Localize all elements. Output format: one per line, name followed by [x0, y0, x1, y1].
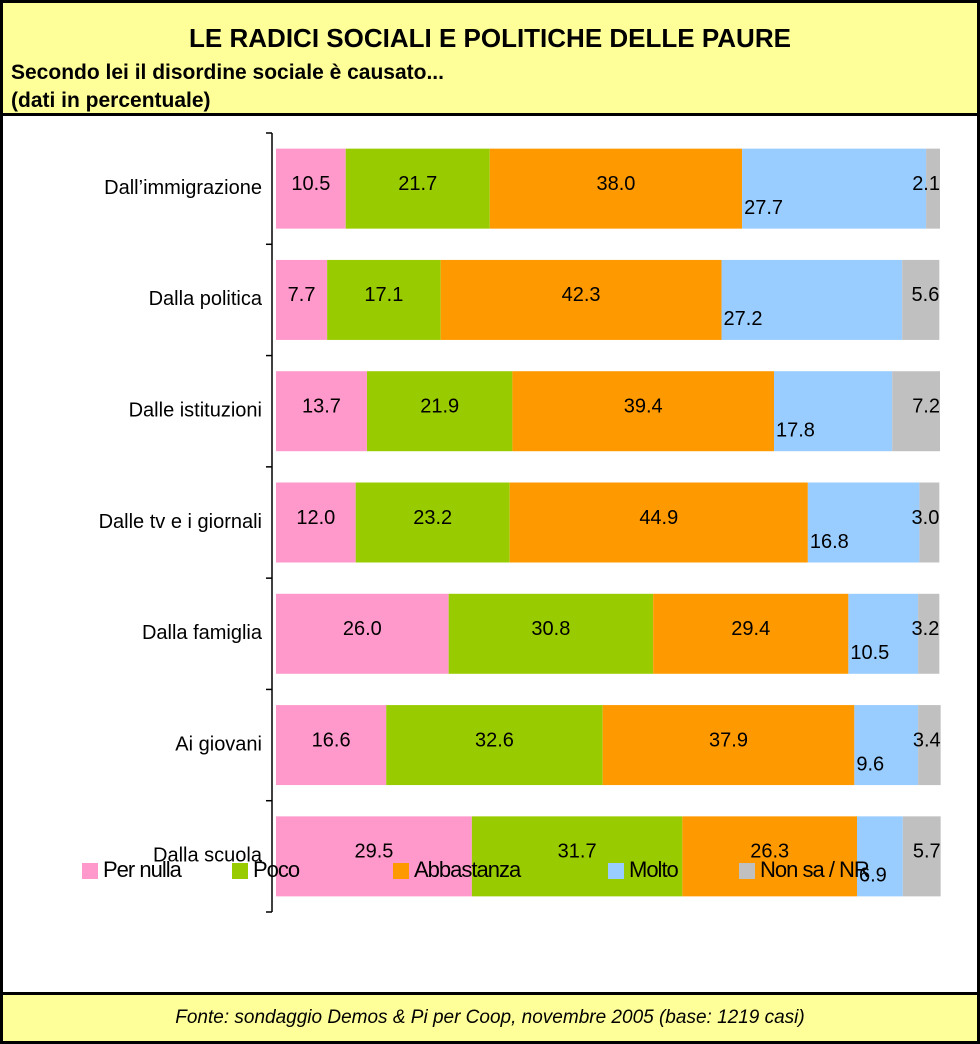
- chart: Dall’immigrazione 10.5 21.7 38.0 27.7 2.1 Dall…: [82, 132, 941, 913]
- bar-segment: [892, 371, 940, 452]
- legend-swatch: [608, 863, 624, 879]
- value-label: 31.7: [558, 841, 597, 863]
- value-label: 16.8: [810, 531, 849, 553]
- bar-segment: [509, 482, 808, 563]
- value-label: 6.9: [859, 865, 887, 887]
- bar-segment: [327, 259, 441, 340]
- value-label: 21.9: [420, 395, 459, 417]
- bar-segment: [918, 593, 940, 674]
- bar-segment: [276, 371, 367, 452]
- bar-segment: [512, 371, 774, 452]
- value-label: 10.5: [850, 642, 889, 664]
- bar-segment: [682, 816, 857, 897]
- bar-segment: [386, 705, 603, 786]
- legend-swatch: [393, 863, 409, 879]
- value-label: 42.3: [562, 284, 601, 306]
- bar-segment: [276, 816, 472, 897]
- subtitle: (dati in percentuale): [11, 89, 211, 112]
- category-label: Dall’immigrazione: [104, 177, 262, 199]
- header: LE RADICI SOCIALI E POLITICHE DELLE PAUR…: [3, 3, 977, 116]
- value-label: 32.6: [475, 729, 514, 751]
- value-label: 17.1: [364, 284, 403, 306]
- value-label: 30.8: [531, 618, 570, 640]
- bar-segment: [276, 482, 356, 563]
- value-label: 16.6: [312, 729, 351, 751]
- value-label: 10.5: [291, 173, 330, 195]
- value-label: 26.0: [343, 618, 382, 640]
- bar-segment: [721, 259, 903, 340]
- value-label: 37.9: [709, 729, 748, 751]
- value-label: 5.7: [913, 841, 941, 863]
- bar-segment: [926, 148, 940, 229]
- bar-segment: [807, 482, 920, 563]
- legend-label: Poco: [253, 857, 300, 882]
- value-label: 3.0: [912, 507, 940, 529]
- value-label: 13.7: [302, 395, 341, 417]
- value-label: 17.8: [776, 419, 815, 441]
- legend-swatch: [739, 863, 755, 879]
- value-label: 3.4: [913, 729, 941, 751]
- bar-segment: [774, 371, 893, 452]
- value-label: 3.2: [912, 618, 940, 640]
- bar-segment: [902, 259, 940, 340]
- value-label: 29.4: [731, 618, 770, 640]
- bar-segment: [440, 259, 722, 340]
- value-label: 26.3: [750, 841, 789, 863]
- value-label: 29.5: [354, 841, 393, 863]
- legend-label: Per nulla: [103, 857, 183, 882]
- value-label: 2.1: [912, 173, 940, 195]
- value-label: 27.7: [744, 197, 783, 219]
- value-label: 23.2: [413, 507, 452, 529]
- bar-segment: [366, 371, 513, 452]
- value-label: 44.9: [639, 507, 678, 529]
- category-label: Dalla politica: [149, 288, 263, 310]
- value-label: 21.7: [398, 173, 437, 195]
- value-label: 38.0: [596, 173, 635, 195]
- bar-segment: [902, 816, 941, 897]
- value-label: 12.0: [296, 507, 335, 529]
- legend-swatch: [82, 863, 98, 879]
- category-label: Dalla scuola: [153, 845, 263, 867]
- bar-segment: [345, 148, 490, 229]
- source: Fonte: sondaggio Demos & Pi per Coop, no…: [3, 992, 977, 1041]
- bar-segment: [489, 148, 743, 229]
- legend-label: Abbastanza: [414, 857, 522, 882]
- category-label: Dalle tv e i giornali: [99, 511, 262, 533]
- bar-segment: [919, 482, 940, 563]
- bar-segment: [276, 593, 449, 674]
- category-label: Dalla famiglia: [142, 622, 263, 644]
- bar-segment: [653, 593, 849, 674]
- legend-label: Molto: [629, 857, 679, 882]
- bar-segment: [918, 705, 941, 786]
- chart-title: LE RADICI SOCIALI E POLITICHE DELLE PAUR…: [189, 23, 791, 53]
- bar-segment: [355, 482, 510, 563]
- category-label: Ai giovani: [175, 733, 262, 755]
- bar-segment: [471, 816, 683, 897]
- legend-swatch: [232, 863, 248, 879]
- bar-segment: [276, 148, 346, 229]
- bar-segment: [602, 705, 855, 786]
- value-label: 27.2: [724, 308, 763, 330]
- value-label: 7.2: [912, 395, 940, 417]
- value-label: 39.4: [624, 395, 663, 417]
- legend-label: Non sa / NR: [760, 857, 869, 882]
- value-label: 5.6: [912, 284, 940, 306]
- bar-segment: [276, 705, 387, 786]
- bar-segment: [742, 148, 927, 229]
- category-label: Dalle istituzioni: [129, 399, 262, 421]
- bar-segment: [857, 816, 903, 897]
- subtitle: Secondo lei il disordine sociale è causa…: [11, 61, 444, 84]
- bar-segment: [448, 593, 654, 674]
- value-label: 7.7: [288, 284, 316, 306]
- bar-segment: [276, 259, 328, 340]
- bar-segment: [854, 705, 919, 786]
- value-label: 9.6: [856, 753, 884, 775]
- bar-segment: [848, 593, 919, 674]
